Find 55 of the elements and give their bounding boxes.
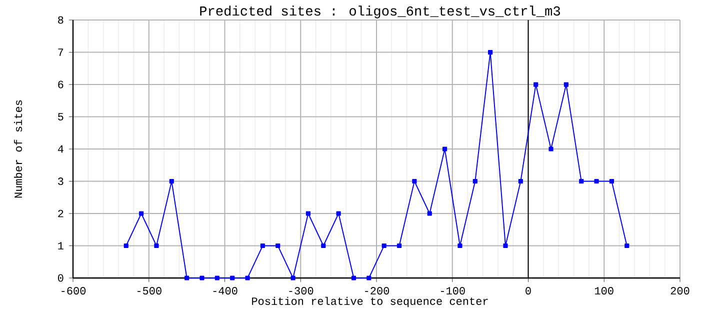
point bbox=[230, 276, 235, 280]
x-tick-label: 0 bbox=[526, 287, 531, 295]
y-tick-label: 8 bbox=[58, 16, 64, 24]
y-tick-label: 5 bbox=[58, 113, 64, 120]
point bbox=[458, 243, 462, 248]
y-tick-label: 0 bbox=[58, 274, 64, 282]
y-tick-label: 7 bbox=[58, 48, 64, 56]
point bbox=[124, 243, 128, 248]
point bbox=[534, 82, 538, 87]
y-tick-label: 3 bbox=[58, 178, 64, 185]
point bbox=[624, 243, 630, 248]
point bbox=[290, 276, 296, 280]
x-tick-label: -100 bbox=[440, 287, 465, 295]
point bbox=[564, 82, 568, 87]
y-tick-label: 4 bbox=[58, 145, 64, 153]
x-tick-label: -400 bbox=[213, 287, 238, 295]
point bbox=[260, 243, 265, 248]
y-tick-label: 2 bbox=[58, 210, 64, 218]
y-axis-title: Number of sites bbox=[14, 100, 22, 198]
point bbox=[442, 146, 448, 152]
point bbox=[412, 178, 417, 184]
x-tick-label: 100 bbox=[595, 287, 614, 295]
point bbox=[548, 146, 554, 152]
x-tick-label: -200 bbox=[365, 287, 390, 295]
point bbox=[488, 50, 493, 55]
point bbox=[336, 211, 341, 216]
x-axis-title: Position relative to sequence center bbox=[252, 296, 488, 308]
point bbox=[472, 178, 478, 184]
point bbox=[396, 243, 402, 248]
point bbox=[139, 211, 144, 216]
x-tick-label: 200 bbox=[670, 287, 690, 295]
chart-title: Predicted sites : oligos_6nt_test_vs_ctrl_m3 bbox=[200, 6, 560, 18]
y-tick-label: 1 bbox=[58, 242, 64, 250]
point bbox=[594, 178, 599, 184]
point bbox=[200, 276, 204, 280]
point bbox=[382, 243, 386, 248]
point bbox=[214, 276, 220, 280]
point bbox=[276, 243, 280, 248]
point bbox=[321, 243, 326, 248]
x-tick-label: -500 bbox=[137, 287, 162, 295]
point bbox=[351, 276, 356, 280]
point bbox=[427, 211, 432, 216]
point bbox=[518, 178, 523, 184]
x-tick-label: -300 bbox=[289, 287, 314, 295]
point bbox=[366, 276, 372, 280]
point bbox=[169, 178, 174, 184]
point bbox=[579, 178, 584, 184]
point bbox=[245, 276, 250, 280]
y-tick-label: 6 bbox=[58, 80, 64, 88]
point bbox=[503, 243, 508, 248]
x-tick-label: -600 bbox=[62, 287, 86, 295]
point bbox=[306, 211, 311, 216]
point bbox=[184, 276, 190, 280]
point bbox=[609, 178, 614, 184]
point bbox=[154, 243, 159, 248]
